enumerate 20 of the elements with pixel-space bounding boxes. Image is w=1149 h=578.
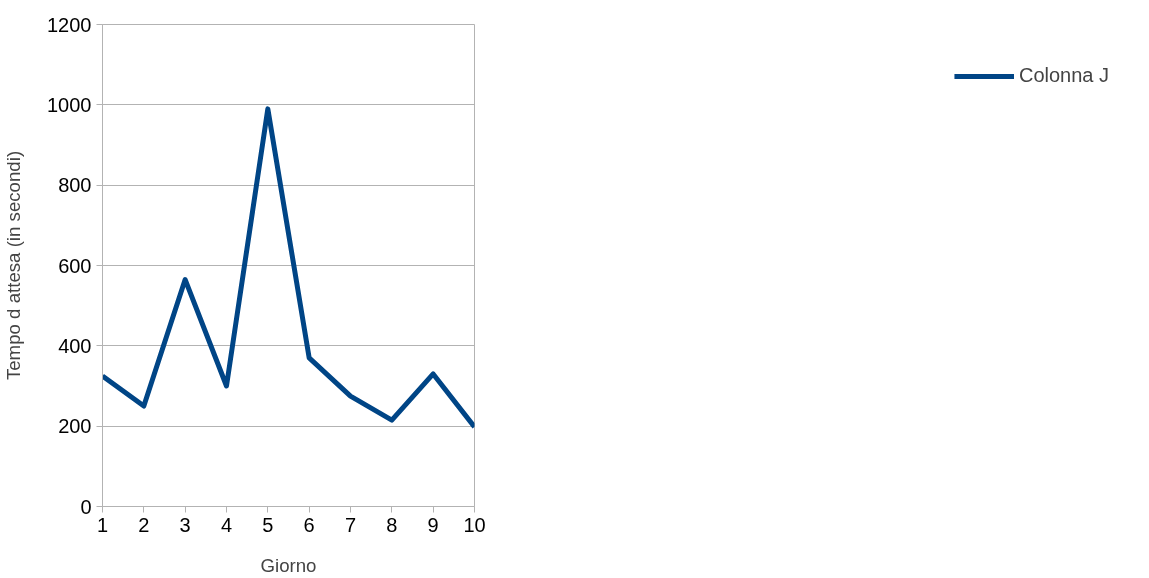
x-tick-label: 10 [463,513,486,536]
x-tick-label: 7 [344,513,357,536]
x-axis-title: Giorno [260,554,317,576]
x-tick-label: 1 [96,513,109,536]
y-tick-label: 400 [58,334,92,357]
y-tick-label: 1200 [47,13,92,36]
x-tick-label: 3 [179,513,191,536]
x-tick-label: 5 [262,513,274,536]
x-tick-label: 2 [138,513,150,536]
y-axis-title: Tempo d attesa (in secondi) [3,150,25,381]
legend-label: Colonna J [1018,64,1109,87]
y-tick-label: 0 [80,495,92,518]
y-tick-label: 1000 [47,93,92,116]
y-tick-label: 200 [58,415,92,438]
x-tick-label: 4 [220,513,233,536]
y-tick-label: 600 [58,254,92,277]
x-tick-label: 6 [303,513,315,536]
x-tick-label: 9 [427,513,439,536]
x-tick-label: 8 [386,513,398,536]
y-tick-label: 800 [58,174,92,197]
